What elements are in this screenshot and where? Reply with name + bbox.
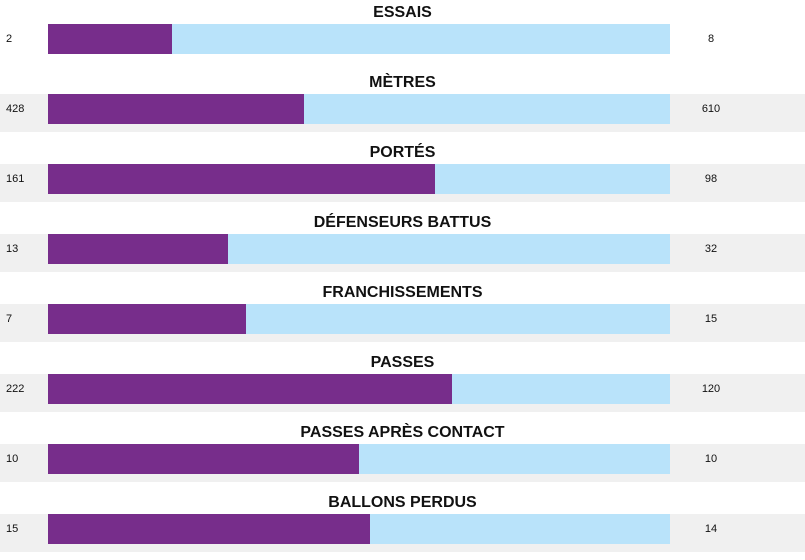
left-value-label: 15 (6, 523, 19, 535)
left-value-label: 161 (6, 173, 25, 185)
right-bar (48, 444, 670, 474)
stat-block: ESSAIS 2 8 (0, 0, 805, 70)
stat-title: PASSES (370, 354, 435, 371)
stat-block: PASSES 222 120 (0, 350, 805, 420)
right-value-label: 120 (701, 383, 721, 395)
left-bar (48, 24, 172, 54)
stat-row: 222 120 (0, 374, 805, 412)
left-bar (48, 444, 359, 474)
stat-title: BALLONS PERDUS (328, 494, 477, 511)
right-bar (48, 304, 670, 334)
right-value-label: 10 (704, 453, 718, 465)
stat-block: PORTÉS 161 98 (0, 140, 805, 210)
right-bar (48, 94, 670, 124)
left-bar (48, 164, 435, 194)
stat-block: MÈTRES 428 610 (0, 70, 805, 140)
left-bar (48, 374, 452, 404)
right-value-label: 14 (704, 523, 718, 535)
stat-block: PASSES APRÈS CONTACT 10 10 (0, 420, 805, 490)
left-bar (48, 514, 370, 544)
stat-row: 7 15 (0, 304, 805, 342)
right-bar (48, 24, 670, 54)
left-value-label: 7 (6, 313, 13, 325)
right-value-label: 32 (704, 243, 718, 255)
stat-title: MÈTRES (369, 74, 436, 91)
right-value-label: 15 (704, 313, 718, 325)
stat-block: DÉFENSEURS BATTUS 13 32 (0, 210, 805, 280)
stat-row: 10 10 (0, 444, 805, 482)
stat-title: PASSES APRÈS CONTACT (300, 424, 505, 441)
right-bar (48, 374, 670, 404)
stat-row: 13 32 (0, 234, 805, 272)
left-value-label: 428 (6, 103, 25, 115)
right-bar (48, 514, 670, 544)
left-value-label: 13 (6, 243, 19, 255)
stat-title: FRANCHISSEMENTS (322, 284, 483, 301)
stat-row: 428 610 (0, 94, 805, 132)
left-bar (48, 304, 246, 334)
right-value-label: 8 (707, 33, 715, 45)
stat-title: ESSAIS (373, 4, 432, 21)
stat-row: 15 14 (0, 514, 805, 552)
stat-title: DÉFENSEURS BATTUS (313, 214, 492, 231)
right-value-label: 98 (704, 173, 718, 185)
right-bar (48, 164, 670, 194)
stat-row: 161 98 (0, 164, 805, 202)
right-bar (48, 234, 670, 264)
left-value-label: 10 (6, 453, 19, 465)
stat-title: PORTÉS (369, 144, 436, 161)
stat-block: FRANCHISSEMENTS 7 15 (0, 280, 805, 350)
left-value-label: 222 (6, 383, 25, 395)
right-value-label: 610 (701, 103, 721, 115)
stat-block: BALLONS PERDUS 15 14 (0, 490, 805, 560)
left-value-label: 2 (6, 33, 13, 45)
left-bar (48, 234, 228, 264)
left-bar (48, 94, 304, 124)
